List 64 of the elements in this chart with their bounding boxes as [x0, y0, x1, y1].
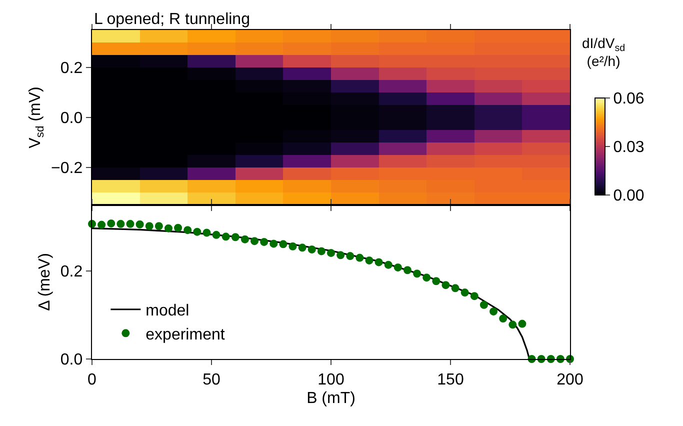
point	[422, 274, 431, 282]
point	[356, 254, 364, 262]
point	[394, 263, 402, 272]
color-bar-label: 0.03	[613, 139, 644, 156]
point	[193, 228, 202, 236]
point	[222, 232, 230, 241]
color-bar-label: 0.00	[613, 188, 644, 205]
color-bar-title: dI/dV$_{sd}$ (e²/h)	[582, 35, 626, 70]
x-tick-label: 0	[88, 371, 97, 388]
point	[308, 245, 316, 254]
point	[136, 220, 144, 228]
y-axis-title: Δ (meV)	[36, 253, 54, 311]
point	[365, 256, 374, 264]
x-tick-label: 150	[437, 371, 464, 388]
point	[490, 307, 498, 316]
point	[212, 230, 220, 239]
legend-label: model	[146, 302, 190, 320]
point	[298, 244, 306, 252]
point	[174, 224, 182, 232]
point	[451, 284, 460, 292]
point	[317, 247, 326, 256]
point	[384, 260, 392, 269]
point	[336, 251, 345, 260]
point	[145, 222, 154, 230]
point	[499, 314, 508, 323]
legend-label: experiment	[146, 326, 226, 344]
chart-title: L opened; R tunneling	[94, 11, 250, 28]
point	[327, 248, 335, 257]
point	[154, 222, 163, 230]
point	[250, 237, 259, 246]
y-tick-label: −0.2	[51, 160, 83, 178]
point	[374, 258, 383, 266]
point	[260, 238, 268, 246]
point	[518, 320, 526, 328]
point	[270, 240, 278, 248]
color-bar-label: 0.06	[613, 90, 644, 108]
point	[508, 320, 517, 329]
point	[184, 226, 192, 234]
y-tick-label: 0.0	[60, 352, 83, 369]
y-tick-label: 0.0	[60, 110, 83, 128]
x-tick-label: 100	[318, 371, 344, 388]
point	[126, 220, 134, 228]
point	[403, 266, 412, 274]
point	[346, 252, 354, 260]
x-tick-label: 200	[556, 371, 584, 388]
point	[240, 235, 249, 244]
point	[116, 220, 125, 228]
point	[470, 292, 478, 300]
point	[460, 288, 469, 297]
point	[164, 224, 172, 232]
point	[480, 300, 488, 309]
x-axis-title: B (mT)	[306, 390, 356, 408]
point	[231, 233, 240, 242]
x-tick-label: 50	[202, 371, 220, 388]
point	[98, 220, 106, 229]
point	[288, 242, 297, 250]
y-tick-label: 0.2	[60, 60, 83, 78]
point	[442, 281, 450, 290]
point	[107, 219, 116, 228]
y-tick-label: 0.2	[60, 264, 83, 281]
point	[432, 277, 440, 286]
point	[202, 228, 211, 237]
point	[279, 240, 288, 248]
point	[413, 270, 422, 278]
